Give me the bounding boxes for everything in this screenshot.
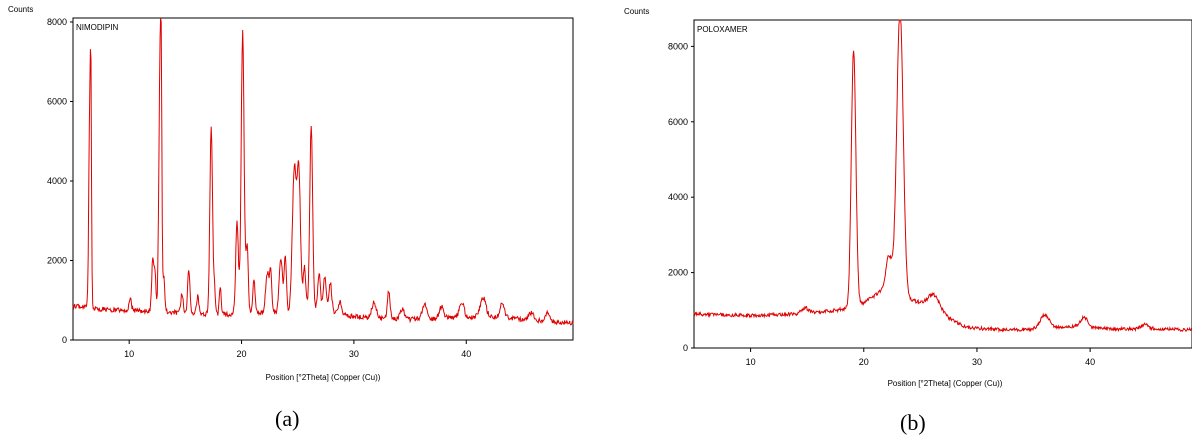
chart-b-ytick-label: 6000 <box>668 117 688 127</box>
chart-a-xtick-label: 30 <box>349 349 359 359</box>
chart-b-xlabel: Position [°2Theta] (Copper (Cu)) <box>888 379 1003 388</box>
chart-a-xtick-label: 20 <box>237 349 247 359</box>
chart-b-ylabel: Counts <box>624 7 649 16</box>
chart-a-xtick-label: 40 <box>461 349 471 359</box>
chart-b-xtick-label: 30 <box>972 357 982 367</box>
chart-a-xaxis: 10 20 30 40 <box>124 340 471 359</box>
chart-a-ytick-label: 8000 <box>47 17 67 27</box>
chart-a-xlabel: Position [°2Theta] (Copper (Cu)) <box>266 373 381 382</box>
chart-panel-a: Counts NIMODIPIN 0 2000 4000 6000 8000 10 20 3… <box>8 5 574 382</box>
chart-b-ytick-label: 4000 <box>668 192 688 202</box>
chart-a-ytick-label: 6000 <box>47 96 67 106</box>
chart-a-ylabel: Counts <box>8 5 33 14</box>
chart-a-ytick-label: 4000 <box>47 176 67 186</box>
chart-b-title: POLOXAMER <box>697 25 748 34</box>
chart-panel-b: Counts POLOXAMER 0 2000 4000 6000 8000 10 20 3… <box>624 7 1192 388</box>
chart-b-plot-frame <box>693 19 1192 349</box>
chart-b-yaxis: 0 2000 4000 6000 8000 <box>668 41 694 353</box>
chart-a-title: NIMODIPIN <box>76 23 118 32</box>
chart-b-xaxis: 10 20 30 40 <box>746 348 1095 367</box>
chart-a-ytick-label: 2000 <box>47 255 67 265</box>
caption-a: (a) <box>275 406 300 431</box>
chart-a-yaxis: 0 2000 4000 6000 8000 <box>47 17 73 345</box>
chart-b-ytick-label: 8000 <box>668 41 688 51</box>
chart-b-xtick-label: 40 <box>1085 357 1095 367</box>
caption-b: (b) <box>900 410 926 435</box>
chart-a-xtick-label: 10 <box>124 349 134 359</box>
chart-b-series-line <box>693 19 1192 333</box>
chart-b-xtick-label: 10 <box>746 357 756 367</box>
chart-b-ytick-label: 0 <box>683 343 688 353</box>
chart-b-ytick-label: 2000 <box>668 268 688 278</box>
chart-a-ytick-label: 0 <box>62 335 67 345</box>
chart-b-xtick-label: 20 <box>859 357 869 367</box>
chart-a-series-line <box>72 17 574 326</box>
